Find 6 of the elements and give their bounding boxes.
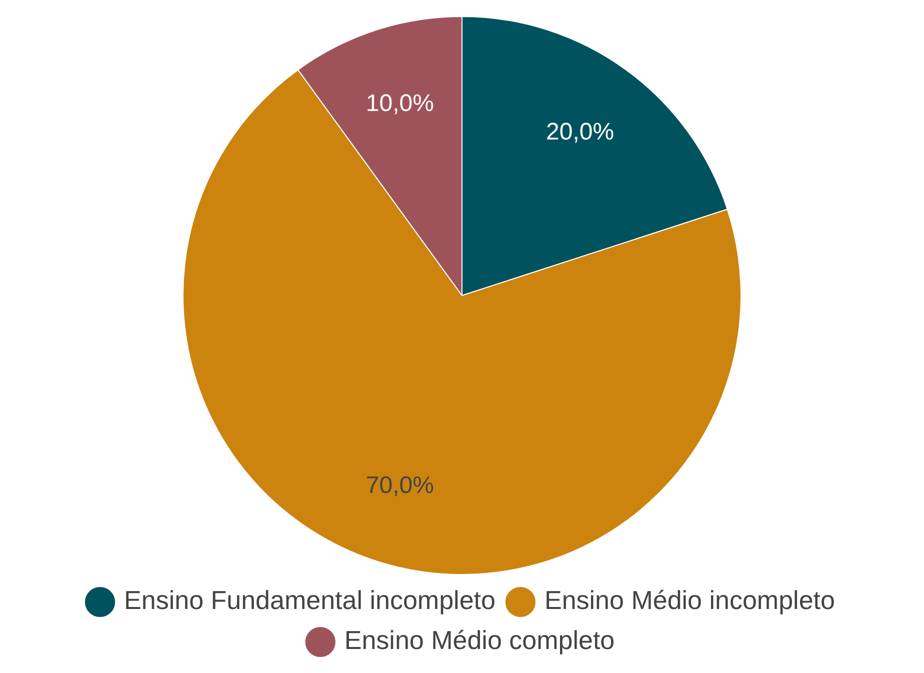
data-label: 10,0% (366, 90, 434, 118)
data-label: 70,0% (366, 472, 434, 500)
data-label: 20,0% (546, 118, 614, 146)
legend-label: Ensino Médio completo (344, 625, 615, 656)
legend-label: Ensino Médio incompleto (544, 585, 835, 616)
legend-label: Ensino Fundamental incompleto (124, 585, 496, 616)
